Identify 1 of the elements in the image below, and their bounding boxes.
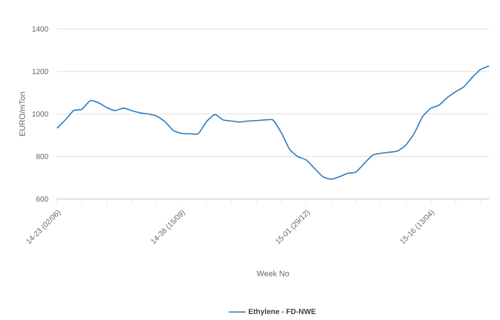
line-series [56,65,490,180]
